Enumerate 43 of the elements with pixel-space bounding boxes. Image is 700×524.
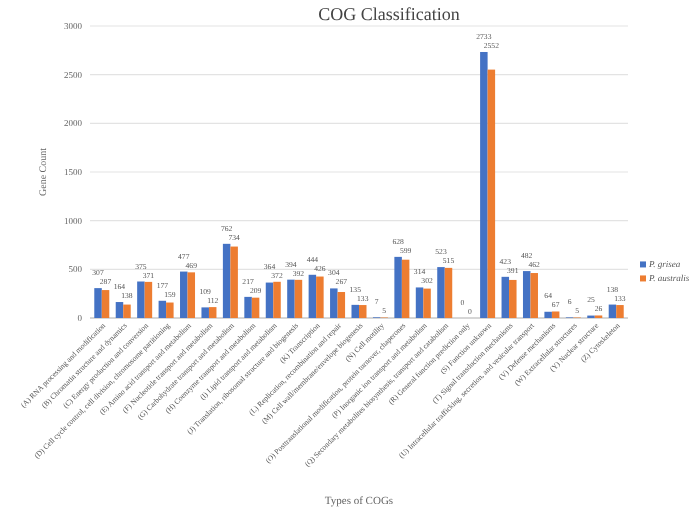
chart-title: COG Classification xyxy=(318,4,461,24)
bar xyxy=(123,304,131,318)
bar xyxy=(530,273,538,318)
bar xyxy=(351,304,359,318)
bar xyxy=(308,274,317,318)
bar xyxy=(222,243,231,318)
bar xyxy=(158,300,167,318)
bar xyxy=(415,287,424,318)
bar xyxy=(509,279,517,318)
bar xyxy=(201,307,209,318)
bar xyxy=(401,259,410,318)
bar xyxy=(423,288,431,318)
bar xyxy=(230,246,238,318)
bar xyxy=(94,288,102,318)
bar xyxy=(244,296,252,318)
bar xyxy=(616,305,624,318)
bar xyxy=(394,256,402,318)
bar xyxy=(265,282,274,318)
bar xyxy=(501,276,510,318)
bar xyxy=(287,279,295,318)
bar xyxy=(137,281,145,318)
bar xyxy=(273,281,281,318)
bar xyxy=(208,307,217,318)
bar xyxy=(437,267,445,318)
bar xyxy=(480,51,488,318)
bar xyxy=(551,311,560,318)
bar xyxy=(337,292,346,318)
bar xyxy=(444,267,453,318)
bar xyxy=(180,271,188,318)
bar xyxy=(251,297,260,318)
bar xyxy=(294,279,303,318)
bar xyxy=(187,272,196,318)
bar xyxy=(487,69,496,318)
bar xyxy=(359,305,367,318)
bar xyxy=(166,302,174,318)
bar xyxy=(330,288,338,318)
bar xyxy=(544,311,552,318)
bar xyxy=(522,271,531,318)
bar xyxy=(144,281,153,318)
bar xyxy=(115,302,124,318)
bar xyxy=(101,290,110,318)
bar xyxy=(608,304,617,318)
bar xyxy=(316,276,324,318)
